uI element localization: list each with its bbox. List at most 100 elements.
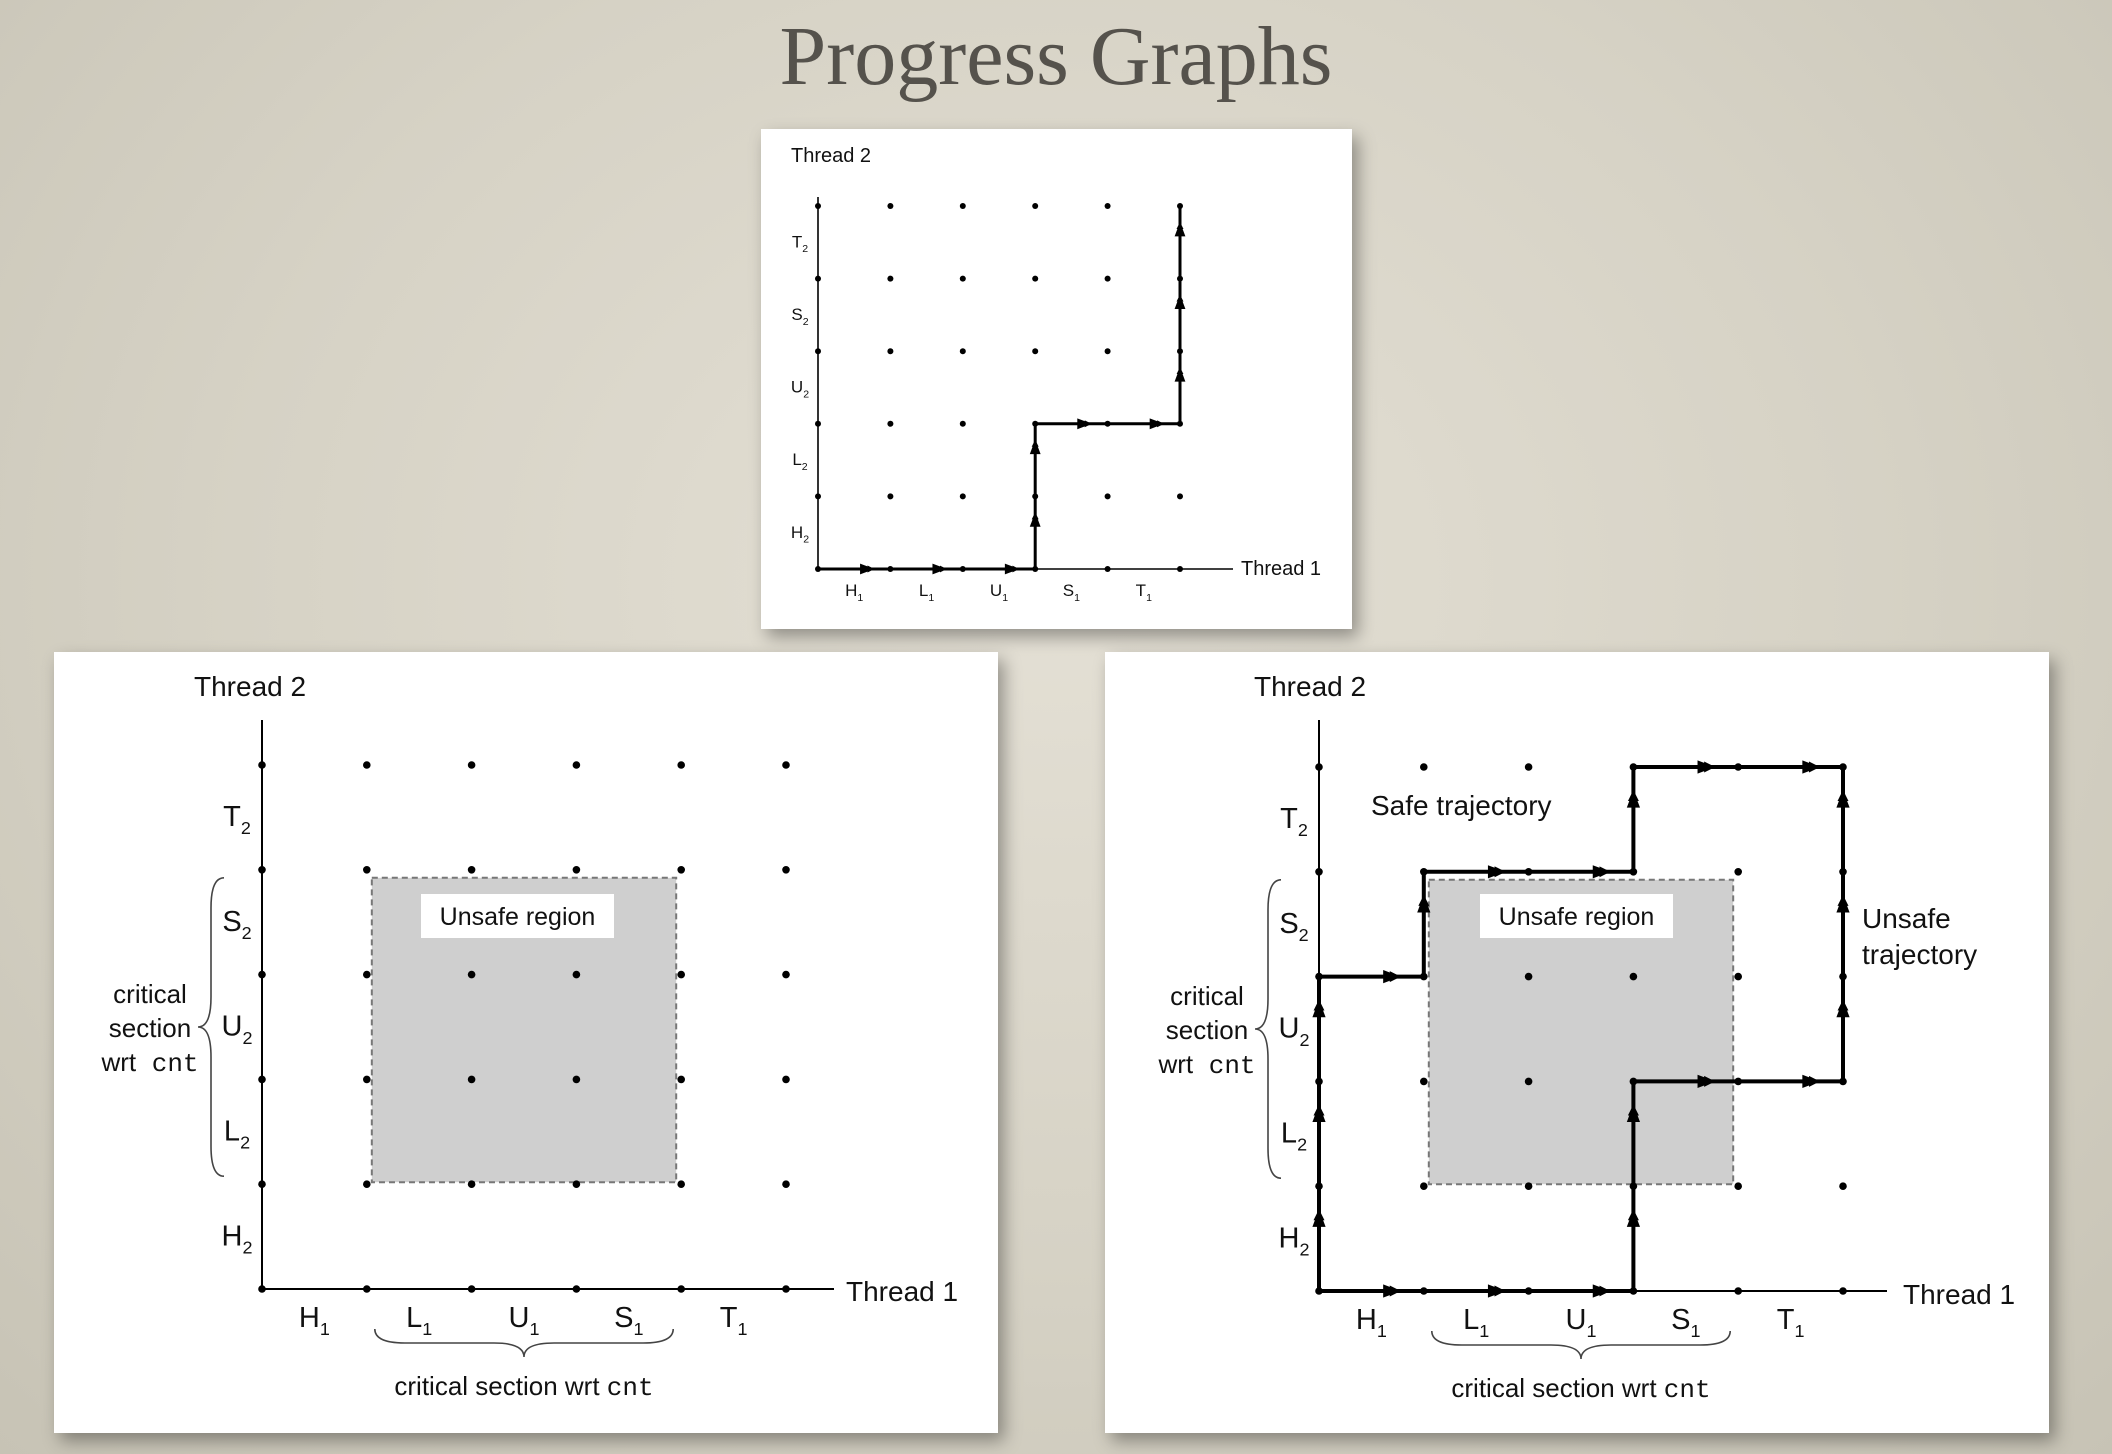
critical-section-brace-y bbox=[1254, 879, 1282, 1179]
critical-section-brace-x bbox=[374, 1328, 674, 1358]
slide-title: Progress Graphs bbox=[779, 10, 1333, 103]
trajectory-arrowhead bbox=[1626, 1209, 1640, 1227]
grid-dot bbox=[1734, 1287, 1742, 1295]
trajectory-arrowhead bbox=[1077, 418, 1092, 430]
grid-dot bbox=[258, 970, 266, 979]
y-axis-label: Thread 2 bbox=[791, 145, 871, 167]
grid-dot bbox=[815, 348, 821, 355]
grid-dot bbox=[782, 970, 790, 979]
grid-dot bbox=[1629, 972, 1638, 981]
grid-dot bbox=[467, 1180, 476, 1188]
grid-dot bbox=[815, 203, 821, 209]
critical-section-y-label: section bbox=[1166, 1015, 1248, 1045]
grid-dot bbox=[677, 1285, 685, 1293]
trajectory-arrowhead bbox=[932, 563, 947, 575]
grid-dot bbox=[467, 866, 476, 874]
unsafe-region-label: Unsafe region bbox=[440, 903, 596, 931]
grid-dot bbox=[1420, 763, 1428, 771]
y-tick-label: H2 bbox=[791, 523, 809, 546]
grid-dot bbox=[1524, 1077, 1533, 1086]
y-tick-label: T2 bbox=[223, 801, 251, 838]
trajectory-arrowhead bbox=[1592, 865, 1611, 879]
x-tick-label: U1 bbox=[990, 581, 1008, 604]
grid-dot bbox=[1839, 1182, 1847, 1190]
unsafe-region-label: Unsafe region bbox=[1499, 903, 1655, 931]
grid-dot bbox=[572, 1285, 581, 1293]
trajectory-arrowhead bbox=[1626, 1104, 1640, 1123]
progress-graph-unsafe-region: Thread 2 Thread 1 Unsafe region H1 L1 U1 S1 T… bbox=[54, 652, 998, 1433]
grid-dot bbox=[1177, 493, 1183, 500]
grid-dot bbox=[258, 1285, 266, 1293]
grid-dot bbox=[1524, 972, 1533, 981]
grid-dot bbox=[1315, 763, 1323, 771]
grid-dot bbox=[1839, 1287, 1847, 1295]
x-tick-label: T1 bbox=[1136, 581, 1152, 604]
y-tick-label: S2 bbox=[222, 906, 251, 943]
grid-dot bbox=[1315, 868, 1323, 876]
grid-dot bbox=[1524, 1182, 1533, 1190]
grid-dot bbox=[572, 761, 581, 769]
critical-section-y-label: critical bbox=[113, 979, 187, 1009]
grid-dot bbox=[782, 1285, 790, 1293]
grid-dot bbox=[363, 1075, 371, 1084]
grid-dot bbox=[1734, 1182, 1742, 1190]
x-tick-label: S1 bbox=[1063, 581, 1080, 604]
trajectory-arrowhead bbox=[1029, 439, 1041, 455]
grid-dot bbox=[1524, 763, 1533, 771]
grid-dot bbox=[363, 761, 371, 769]
y-tick-label: U2 bbox=[222, 1011, 253, 1048]
x-tick-label: H1 bbox=[299, 1302, 330, 1339]
safe-trajectory-label: Safe trajectory bbox=[1371, 790, 1552, 821]
grid-dot bbox=[887, 203, 894, 209]
y-axis-label: Thread 2 bbox=[1254, 671, 1366, 702]
x-tick-label: L1 bbox=[919, 581, 934, 604]
grid-dot bbox=[1104, 203, 1111, 209]
grid-dot bbox=[1420, 1182, 1428, 1190]
trajectory-arrowhead bbox=[1383, 970, 1401, 984]
x-tick-label: L1 bbox=[406, 1302, 432, 1339]
grid-dot bbox=[887, 420, 894, 427]
trajectory-arrowhead bbox=[1802, 1074, 1820, 1088]
trajectory-arrowhead bbox=[1149, 418, 1165, 430]
unsafe-region-label-box bbox=[421, 894, 614, 938]
progress-graph-top-svg: Thread 2 Thread 1 H1 L1 U1 S1 T1 H2 L2 U2 S2 T2 bbox=[791, 145, 1321, 604]
trajectory-arrowhead bbox=[1836, 790, 1850, 808]
grid-dot bbox=[467, 1285, 476, 1293]
grid-dot bbox=[887, 493, 894, 500]
trajectory-arrowhead bbox=[1697, 760, 1716, 774]
trajectory-arrowhead bbox=[1383, 1284, 1401, 1298]
grid-dot bbox=[815, 420, 821, 427]
grid-dot bbox=[677, 761, 685, 769]
critical-section-x-label: critical section wrt cnt bbox=[1451, 1373, 1710, 1405]
grid-dot bbox=[782, 761, 790, 769]
trajectory-arrowhead bbox=[1487, 865, 1506, 879]
trajectory-arrowhead bbox=[1312, 999, 1326, 1018]
y-tick-label: L2 bbox=[1281, 1118, 1307, 1155]
y-tick-label: U2 bbox=[1279, 1013, 1310, 1050]
example-trajectory bbox=[818, 206, 1182, 571]
x-tick-label: S1 bbox=[614, 1302, 643, 1339]
x-tick-label: H1 bbox=[845, 581, 863, 604]
trajectory-arrowhead bbox=[1802, 760, 1820, 774]
y-tick-label: S2 bbox=[791, 305, 808, 328]
y-axis-label: Thread 2 bbox=[194, 671, 306, 702]
grid-dot bbox=[959, 275, 966, 282]
trajectory-arrowhead bbox=[860, 563, 875, 575]
trajectory-arrowhead bbox=[1626, 790, 1640, 808]
grid-dot bbox=[467, 1075, 476, 1084]
grid-dot bbox=[467, 970, 476, 979]
grid-dot bbox=[572, 866, 581, 874]
grid-dot bbox=[959, 420, 966, 427]
grid-dot bbox=[1420, 1077, 1428, 1086]
grid-dot bbox=[1104, 566, 1111, 572]
grid-dot bbox=[1734, 972, 1742, 981]
grid-dot bbox=[363, 970, 371, 979]
grid-dot bbox=[887, 275, 894, 282]
y-tick-label: H2 bbox=[222, 1220, 253, 1257]
trajectory-arrowhead bbox=[1312, 1104, 1326, 1123]
grid-dot bbox=[1104, 275, 1111, 282]
progress-graph-left-svg: Thread 2 Thread 1 Unsafe region H1 L1 U1 S1 T… bbox=[100, 671, 958, 1403]
critical-section-y-label: section bbox=[109, 1013, 191, 1043]
progress-graph-right-svg: Thread 2 Thread 1 Unsafe region H1 L1 U1 S1 T… bbox=[1157, 671, 2015, 1405]
trajectory-arrowhead bbox=[1836, 894, 1850, 913]
